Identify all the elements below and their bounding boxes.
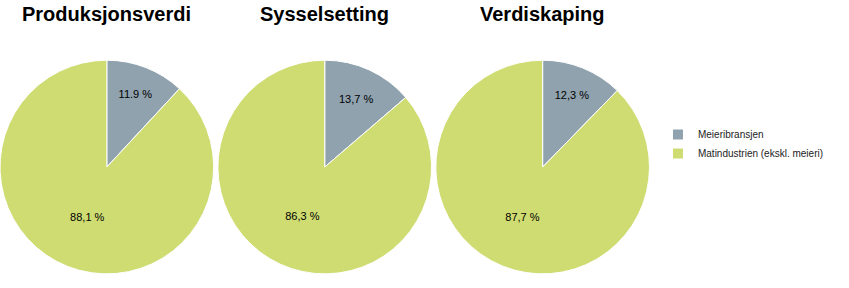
svg-text:Matindustrien (ekskl. meieri): Matindustrien (ekskl. meieri): [698, 148, 823, 159]
svg-text:12,3 %: 12,3 %: [555, 89, 589, 101]
svg-text:13,7 %: 13,7 %: [339, 93, 373, 105]
svg-text:Meieribransjen: Meieribransjen: [698, 129, 764, 140]
svg-text:Verdiskaping: Verdiskaping: [480, 3, 605, 25]
svg-text:86,3 %: 86,3 %: [285, 210, 319, 222]
svg-text:11.9 %: 11.9 %: [119, 88, 153, 100]
svg-text:Sysselsetting: Sysselsetting: [260, 3, 389, 25]
svg-text:87,7 %: 87,7 %: [505, 211, 539, 223]
svg-text:88,1 %: 88,1 %: [70, 211, 104, 223]
svg-text:Produksjonsverdi: Produksjonsverdi: [22, 3, 191, 25]
